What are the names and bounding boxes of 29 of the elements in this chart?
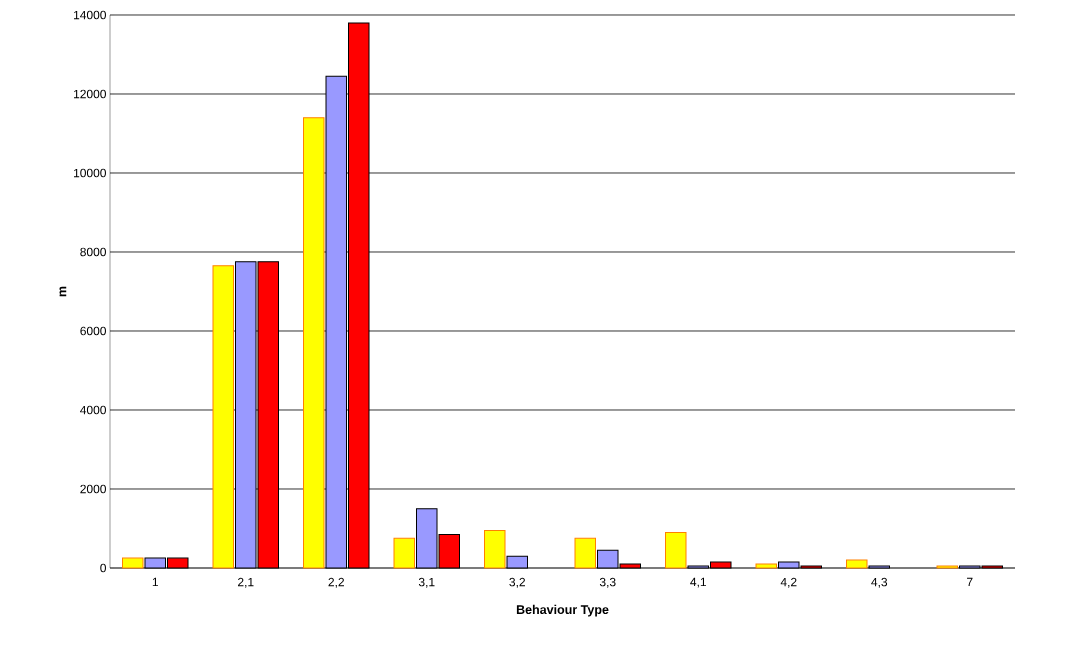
bar [755,563,778,569]
bar [665,531,687,569]
y-tick-label: 10000 [74,168,106,178]
x-tick-label: 4,1 [690,577,707,588]
y-tick-label: 4000 [80,405,106,415]
x-tick-label: 4,2 [780,577,797,588]
y-tick-label: 12000 [74,89,106,99]
y-tick-label: 0 [100,563,106,573]
y-tick-label: 8000 [80,247,106,257]
x-tick-label: 7 [967,577,973,587]
x-axis-title: Behaviour Type [516,604,609,617]
x-tick-label: 4,3 [871,577,888,588]
x-tick-label: 3,3 [599,577,616,588]
x-tick-label: 2,2 [328,577,344,588]
y-axis-title: m [59,286,67,297]
bar [212,265,234,569]
bar [846,559,868,569]
y-tick-label: 14000 [74,10,106,20]
y-tick-label: 6000 [80,326,106,336]
x-tick-label: 2,1 [238,577,254,588]
x-tick-label: 1 [152,577,158,587]
bar [303,117,325,569]
bar [574,537,597,569]
x-tick-label: 3,2 [509,577,525,588]
x-tick-label: 3,1 [418,577,435,588]
bar [484,529,506,569]
bar [393,537,415,569]
y-tick-label: 2000 [80,484,106,494]
bar [122,557,144,569]
